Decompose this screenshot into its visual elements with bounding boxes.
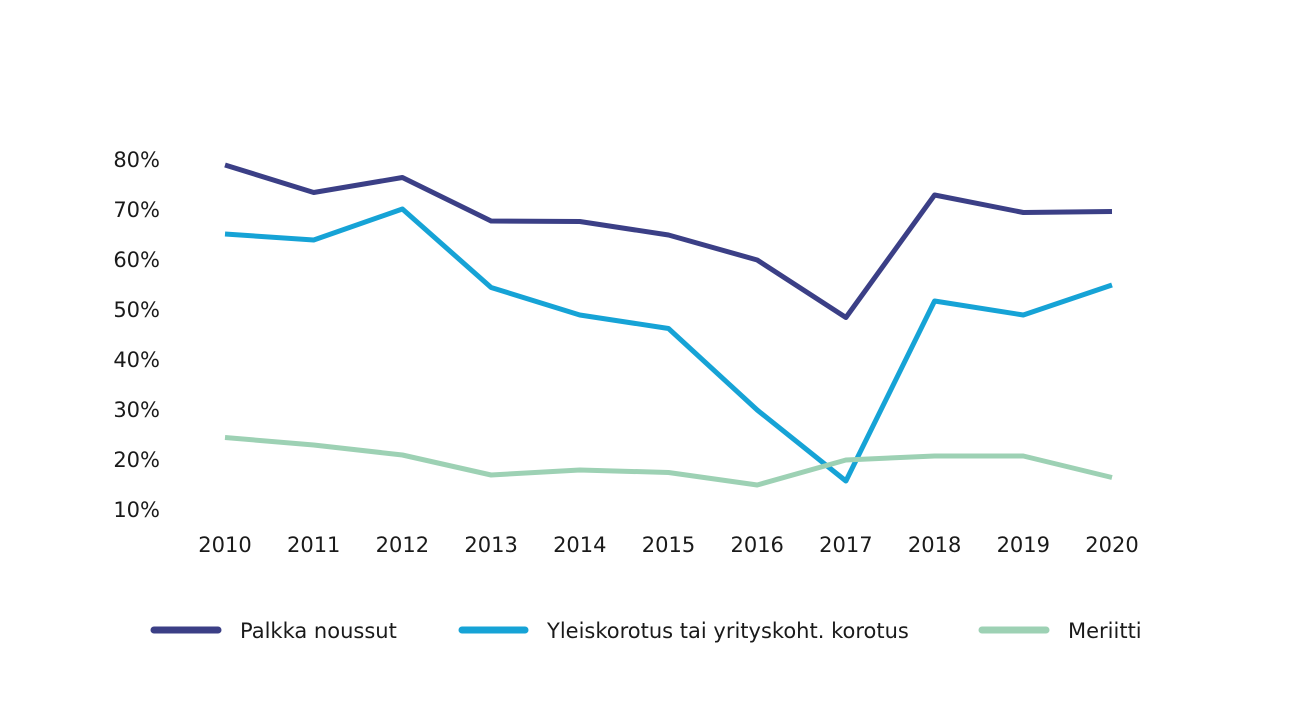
y-tick-label: 80% [113, 148, 160, 172]
x-tick-label: 2011 [287, 533, 340, 557]
y-tick-label: 60% [113, 248, 160, 272]
x-tick-label: 2017 [819, 533, 872, 557]
legend-label: Meriitti [1068, 619, 1142, 643]
y-tick-label: 70% [113, 198, 160, 222]
x-tick-label: 2019 [997, 533, 1050, 557]
x-tick-label: 2016 [730, 533, 783, 557]
legend-item: Meriitti [978, 619, 1142, 643]
legend-item: Palkka noussut [150, 619, 397, 643]
x-tick-label: 2018 [908, 533, 961, 557]
legend-item: Yleiskorotus tai yrityskoht. korotus [458, 619, 909, 643]
x-tick-label: 2013 [464, 533, 517, 557]
x-tick-label: 2014 [553, 533, 606, 557]
y-axis-tick-labels: 80% 70% 60% 50% 40% 30% 20% 10% [113, 148, 160, 522]
legend: Palkka noussut Yleiskorotus tai yrityskoh… [150, 619, 1142, 643]
series-line-2 [224, 206, 1113, 484]
legend-label: Yleiskorotus tai yrityskoht. korotus [546, 619, 909, 643]
series-line-1 [224, 162, 1113, 320]
legend-label: Palkka noussut [240, 619, 397, 643]
y-tick-label: 30% [113, 398, 160, 422]
x-tick-label: 2010 [198, 533, 251, 557]
y-tick-label: 10% [113, 498, 160, 522]
y-tick-label: 20% [113, 448, 160, 472]
x-axis-tick-labels: 2010 2011 2012 2013 2014 2015 2016 2017 2018 2019… [198, 533, 1138, 557]
y-tick-label: 40% [113, 348, 160, 372]
x-tick-label: 2020 [1085, 533, 1138, 557]
series-lines [224, 162, 1113, 488]
x-tick-label: 2012 [376, 533, 429, 557]
y-tick-label: 50% [113, 298, 160, 322]
x-tick-label: 2015 [642, 533, 695, 557]
series-line-3 [224, 435, 1113, 488]
